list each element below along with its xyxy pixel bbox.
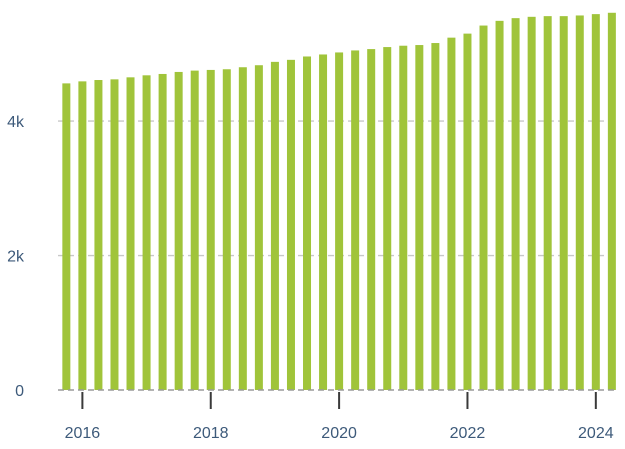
bar — [206, 69, 215, 391]
bar — [190, 70, 199, 390]
grid-lines — [58, 120, 617, 257]
bar — [495, 20, 504, 391]
bar — [270, 61, 279, 391]
y-tick-label: 4k — [7, 114, 25, 131]
bar — [142, 75, 151, 390]
bar — [158, 73, 167, 390]
bar — [607, 12, 616, 391]
x-tick-label: 2020 — [321, 425, 357, 442]
x-tick-label: 2016 — [65, 425, 101, 442]
bar-series — [62, 12, 616, 391]
bar — [447, 37, 456, 390]
bar — [222, 69, 231, 391]
bar — [303, 56, 312, 390]
bar — [591, 14, 600, 390]
y-tick-label: 2k — [7, 249, 25, 266]
bar — [399, 45, 408, 391]
x-tick-label: 2018 — [193, 425, 229, 442]
bar — [463, 33, 472, 390]
bar — [543, 16, 552, 390]
bar — [479, 25, 488, 390]
bar — [335, 52, 344, 391]
x-tick-label: 2022 — [450, 425, 486, 442]
bar — [367, 49, 376, 390]
bar — [94, 80, 103, 390]
bar — [286, 59, 295, 391]
bar — [559, 16, 568, 390]
bar — [415, 45, 424, 390]
bar — [78, 81, 87, 391]
x-axis — [58, 389, 617, 409]
bar — [575, 15, 584, 391]
y-tick-labels: 0 2k 4k — [7, 114, 25, 400]
bar — [431, 43, 440, 390]
bar — [238, 67, 247, 390]
y-tick-label: 0 — [15, 383, 24, 400]
bar — [383, 47, 392, 390]
x-tick-labels: 2016 2018 2020 2022 2024 — [65, 425, 614, 442]
bar — [351, 50, 360, 391]
bar — [62, 83, 71, 391]
bar — [527, 16, 536, 391]
bar — [174, 71, 183, 390]
bar — [126, 77, 135, 391]
x-tick-label: 2024 — [578, 425, 614, 442]
bar — [511, 18, 520, 390]
bar — [254, 65, 263, 391]
bar — [110, 79, 119, 391]
bar — [319, 54, 328, 391]
